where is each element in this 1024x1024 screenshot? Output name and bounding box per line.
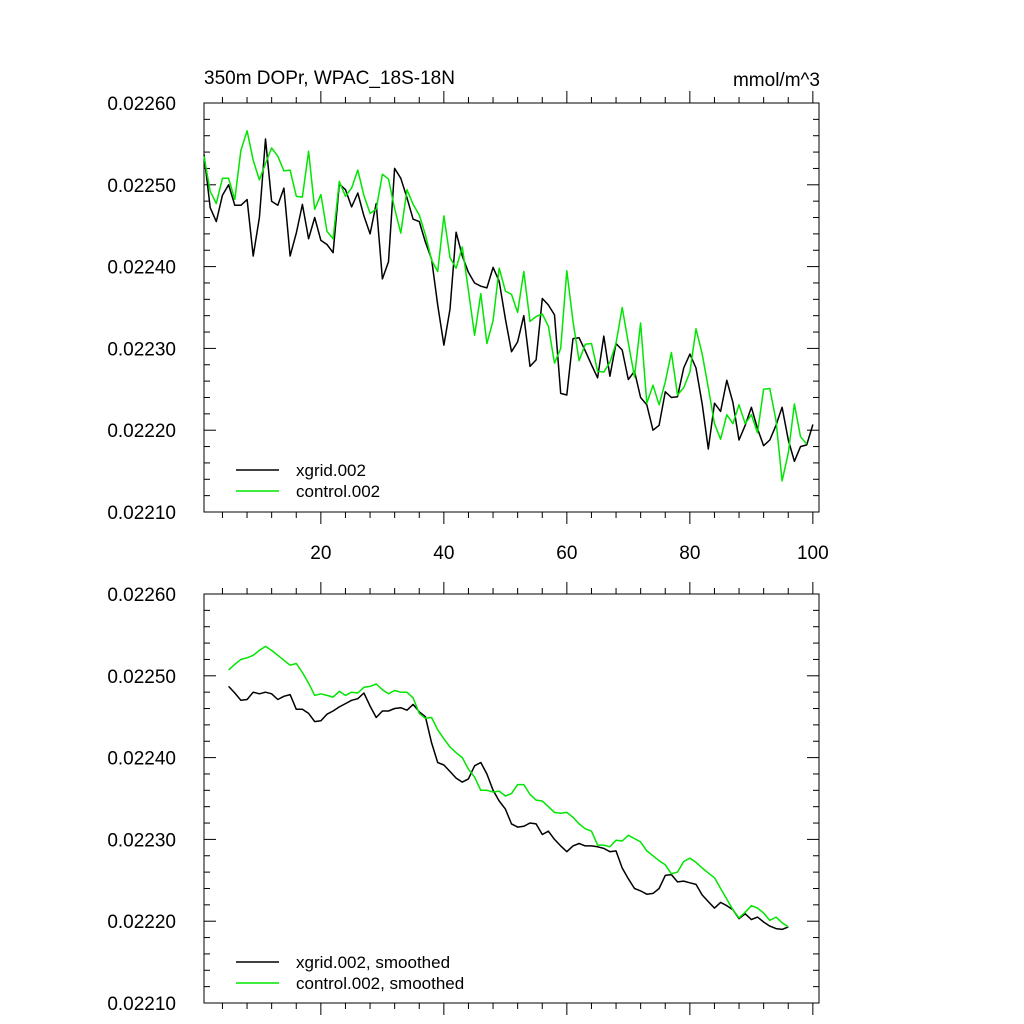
legend-label-control: control.002 — [296, 482, 380, 501]
y-tick-label: 0.02220 — [107, 421, 176, 442]
bottom-panel: 0.02260 0.02250 0.02240 0.02230 0.02220 0.022… — [107, 582, 820, 1015]
y-tick-label: 0.02210 — [107, 994, 176, 1015]
series-lines — [203, 130, 814, 482]
top-panel: 0.02260 0.02250 0.02240 0.02230 0.02220 0.022… — [107, 91, 829, 564]
axis-ticks — [204, 91, 819, 524]
x-tick-label: 100 — [797, 543, 829, 564]
y-axis-labels: 0.02260 0.02250 0.02240 0.02230 0.02220 0.022… — [107, 585, 176, 1015]
series-line-control-002-smoothed — [228, 645, 789, 928]
y-tick-label: 0.02240 — [107, 749, 176, 770]
plot-frame — [203, 102, 820, 513]
y-tick-label: 0.02260 — [107, 94, 176, 115]
legend: xgrid.002 control.002 — [236, 461, 380, 501]
series-line-xgrid-002 — [203, 138, 814, 463]
y-tick-label: 0.02210 — [107, 503, 176, 524]
x-axis-labels: 20 40 60 80 100 — [310, 543, 828, 564]
y-tick-label: 0.02230 — [107, 830, 176, 851]
x-tick-label: 20 — [310, 543, 331, 564]
legend-label-xgrid: xgrid.002 — [296, 461, 366, 480]
y-tick-label: 0.02220 — [107, 912, 176, 933]
series-lines — [228, 645, 789, 931]
legend: xgrid.002, smoothed control.002, smoothe… — [236, 953, 464, 993]
legend-label-xgrid-smoothed: xgrid.002, smoothed — [296, 953, 450, 972]
series-line-xgrid-002-smoothed — [228, 685, 789, 931]
x-tick-label: 60 — [556, 543, 577, 564]
y-tick-label: 0.02250 — [107, 667, 176, 688]
x-tick-label: 80 — [679, 543, 700, 564]
x-tick-label: 40 — [433, 543, 454, 564]
units-label: mmol/m^3 — [733, 70, 820, 91]
y-tick-label: 0.02260 — [107, 585, 176, 606]
y-tick-label: 0.02230 — [107, 339, 176, 360]
chart-title: 350m DOPr, WPAC_18S-18N — [204, 68, 455, 89]
y-tick-label: 0.02240 — [107, 258, 176, 279]
plot-frame — [203, 593, 820, 1004]
legend-label-control-smoothed: control.002, smoothed — [296, 974, 464, 993]
y-axis-labels: 0.02260 0.02250 0.02240 0.02230 0.02220 0.022… — [107, 94, 176, 524]
y-tick-label: 0.02250 — [107, 176, 176, 197]
series-line-control-002 — [203, 130, 808, 482]
axis-ticks — [204, 582, 819, 1015]
